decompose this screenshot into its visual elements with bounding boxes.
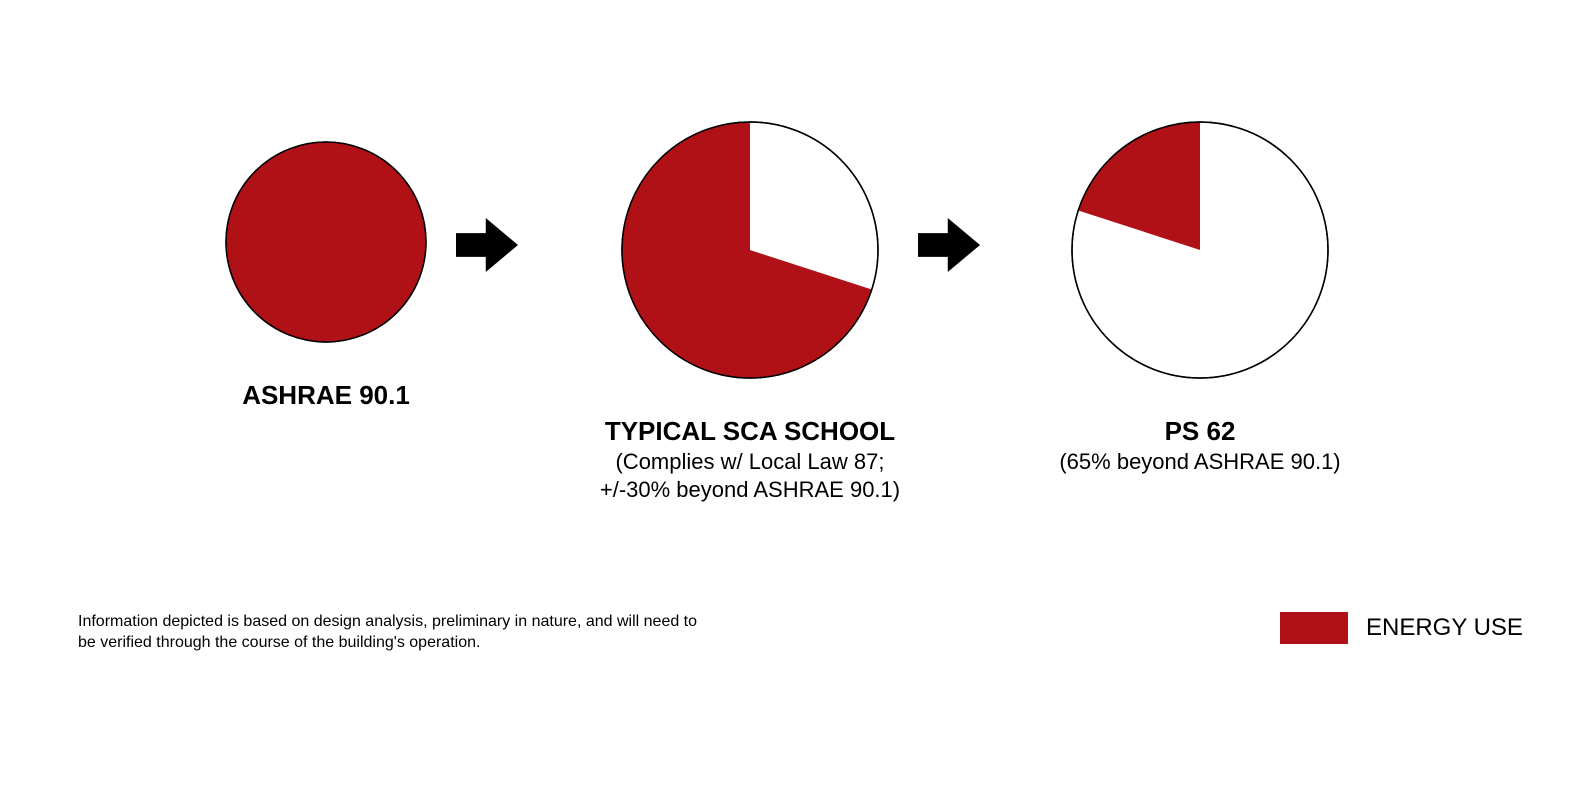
legend-label: ENERGY USE	[1366, 614, 1523, 642]
arrow-right-icon	[456, 218, 518, 272]
pie-title-ashrae: ASHRAE 90.1	[176, 380, 476, 411]
pie-chart-ashrae	[176, 140, 476, 344]
pie-chart-sca	[580, 120, 920, 380]
pie-subtitle-ps62-line0: (65% beyond ASHRAE 90.1)	[1030, 449, 1370, 475]
pie-ps62: PS 62(65% beyond ASHRAE 90.1)	[1030, 120, 1370, 475]
pie-sca: TYPICAL SCA SCHOOL(Complies w/ Local Law…	[580, 120, 920, 503]
footnote-text: Information depicted is based on design …	[78, 612, 698, 654]
pie-title-sca: TYPICAL SCA SCHOOL	[580, 416, 920, 447]
pie-chart-ps62	[1030, 120, 1370, 380]
pie-subtitle-sca-line0: (Complies w/ Local Law 87;	[580, 449, 920, 475]
pie-ashrae: ASHRAE 90.1	[176, 140, 476, 411]
legend: ENERGY USE	[1280, 612, 1523, 644]
legend-swatch	[1280, 612, 1348, 644]
pie-title-ps62: PS 62	[1030, 416, 1370, 447]
arrow-right-icon	[918, 218, 980, 272]
infographic-canvas: ASHRAE 90.1 TYPICAL SCA SCHOOL(Complies w…	[0, 0, 1582, 812]
pie-subtitle-sca-line1: +/-30% beyond ASHRAE 90.1)	[580, 477, 920, 503]
